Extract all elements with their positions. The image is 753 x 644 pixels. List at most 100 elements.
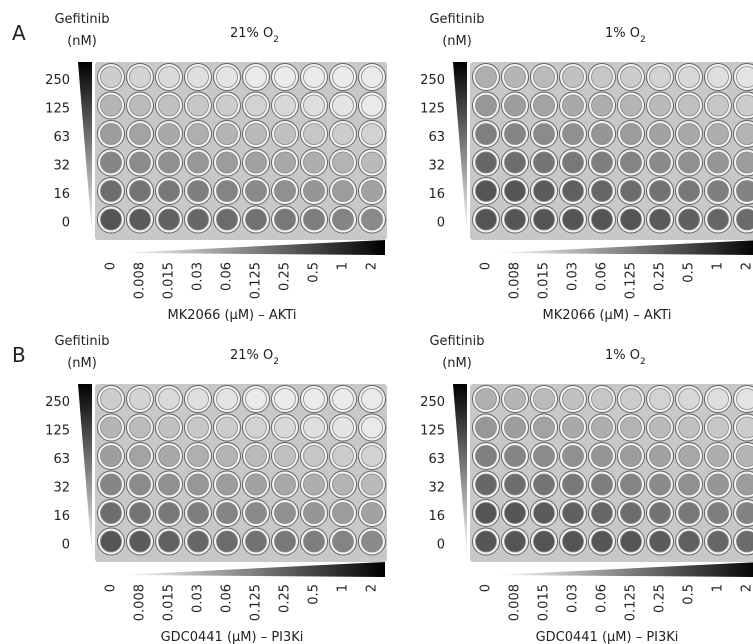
well	[332, 94, 354, 117]
well	[533, 530, 555, 553]
well	[332, 473, 354, 496]
well	[678, 94, 700, 117]
well	[678, 416, 700, 439]
well	[332, 66, 354, 88]
column-wedge	[120, 240, 385, 255]
well	[678, 445, 700, 467]
well	[187, 180, 209, 202]
well	[649, 123, 671, 145]
well	[707, 416, 729, 439]
x-label: MK2066 (µM) – AKTi	[543, 308, 672, 323]
well	[100, 445, 122, 467]
column-label: 0.03	[566, 584, 581, 613]
condition: 1% O2	[605, 26, 646, 45]
well	[216, 94, 238, 117]
well	[216, 445, 238, 467]
well	[274, 502, 296, 524]
column-label: 0.03	[191, 262, 206, 291]
well	[216, 208, 238, 231]
well	[736, 208, 753, 231]
well	[245, 473, 267, 496]
well	[245, 151, 267, 174]
well	[245, 388, 267, 410]
well	[303, 502, 325, 524]
row-label: 0	[62, 538, 70, 553]
y-title: (nM)	[442, 34, 472, 49]
well	[620, 66, 642, 88]
well	[245, 94, 267, 117]
well	[129, 180, 151, 202]
well	[303, 473, 325, 496]
row-wedge	[78, 384, 92, 557]
column-label: 0.008	[508, 584, 523, 621]
column-label: 0.25	[278, 262, 293, 291]
well	[129, 416, 151, 439]
well	[591, 445, 613, 467]
well	[504, 388, 526, 410]
column-label: 0	[104, 584, 119, 592]
well	[187, 473, 209, 496]
well	[187, 445, 209, 467]
well	[620, 473, 642, 496]
well	[504, 530, 526, 553]
row-label: 125	[45, 424, 70, 439]
column-label: 2	[740, 584, 753, 592]
column-label: 0.125	[249, 584, 264, 621]
well	[361, 208, 383, 231]
well	[216, 180, 238, 202]
well	[591, 208, 613, 231]
row-label: 32	[428, 159, 445, 174]
well	[649, 473, 671, 496]
well	[649, 180, 671, 202]
well	[591, 530, 613, 553]
well	[562, 94, 584, 117]
well	[678, 473, 700, 496]
row-label: 125	[45, 102, 70, 117]
well	[678, 208, 700, 231]
well	[533, 473, 555, 496]
well	[736, 123, 753, 145]
well	[678, 180, 700, 202]
column-wedge	[495, 240, 753, 255]
well	[187, 151, 209, 174]
column-label: 0.015	[537, 262, 552, 299]
well	[649, 445, 671, 467]
well	[245, 445, 267, 467]
well	[736, 473, 753, 496]
well	[361, 416, 383, 439]
well	[620, 388, 642, 410]
well	[187, 208, 209, 231]
well	[216, 151, 238, 174]
condition-sub: 2	[273, 357, 279, 367]
well	[129, 473, 151, 496]
well	[158, 388, 180, 410]
well	[504, 416, 526, 439]
well	[620, 445, 642, 467]
well	[129, 94, 151, 117]
well	[649, 388, 671, 410]
well	[591, 151, 613, 174]
well	[504, 66, 526, 88]
well	[303, 208, 325, 231]
column-label: 0.008	[133, 262, 148, 299]
well	[245, 123, 267, 145]
well	[736, 445, 753, 467]
well	[707, 94, 729, 117]
row-label: 63	[428, 452, 445, 467]
well	[475, 416, 497, 439]
panel-label: B	[12, 343, 26, 367]
well	[533, 445, 555, 467]
well	[361, 388, 383, 410]
row-label: 0	[437, 216, 445, 231]
well	[100, 530, 122, 553]
well	[158, 123, 180, 145]
well	[332, 123, 354, 145]
well	[678, 388, 700, 410]
well	[216, 530, 238, 553]
well	[129, 123, 151, 145]
condition: 21% O2	[230, 348, 279, 367]
well	[303, 94, 325, 117]
well	[274, 530, 296, 553]
well	[361, 66, 383, 88]
